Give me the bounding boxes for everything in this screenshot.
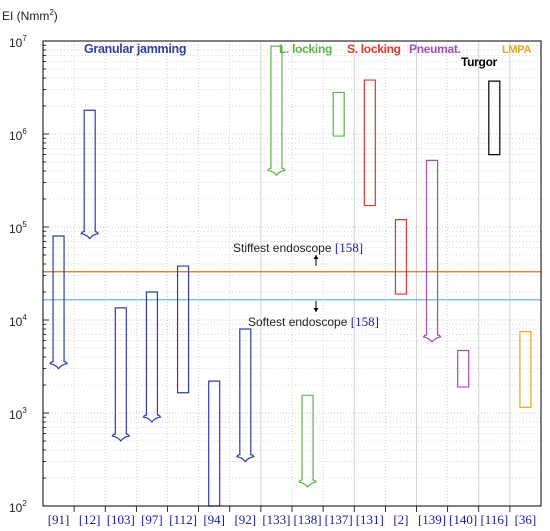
range-bar (363, 79, 376, 207)
range-bar (235, 328, 255, 463)
range-bar (267, 45, 286, 177)
group-label: Granular jamming (84, 42, 186, 56)
range-bar (80, 109, 100, 240)
x-tick-label: [94] (203, 512, 225, 527)
range-bar (142, 291, 162, 424)
grid (43, 41, 541, 507)
y-axis-label: EI (Nmm2) (2, 8, 58, 23)
range-bar (488, 80, 501, 156)
x-tick-label: [133] (262, 512, 290, 527)
reference-lines (43, 271, 541, 301)
x-tick-label: [91] (48, 512, 70, 527)
x-tick-label: [131] (356, 512, 384, 527)
x-tick-label: [2] (393, 512, 408, 527)
group-label: LMPA (502, 44, 532, 56)
range-bar (332, 91, 345, 137)
x-tick-label: [112] (169, 512, 197, 527)
range-bar (176, 265, 190, 394)
x-tick-label: [92] (234, 512, 256, 527)
reference-line-label: Stiffest endoscope [158] (233, 240, 363, 255)
range-bar (298, 394, 317, 489)
group-label: S. locking (347, 42, 401, 56)
range-bar (457, 349, 470, 388)
y-tick-label: 102 (9, 499, 27, 515)
x-tick-label: [140] (449, 512, 477, 527)
reference-line-label: Softest endoscope [158] (248, 314, 379, 329)
range-bar (422, 159, 442, 344)
x-tick-label: [137] (325, 512, 353, 527)
x-tick-label: [103] (107, 512, 135, 527)
range-bar (49, 235, 68, 370)
y-tick-label: 103 (9, 406, 27, 422)
range-bar (111, 307, 131, 442)
y-tick-label: 107 (9, 34, 27, 50)
x-tick-label: [12] (79, 512, 101, 527)
plot-frame (42, 40, 542, 507)
x-tick-label: [138] (293, 512, 321, 527)
range-bar (519, 331, 532, 408)
reference-arrow-head (313, 255, 319, 259)
x-tick-label: [36] (515, 512, 537, 527)
y-tick-label: 106 (9, 127, 27, 143)
x-tick-label: [116] (480, 512, 508, 527)
x-tick-label: [139] (418, 512, 446, 527)
reference-arrow-head (313, 308, 319, 312)
group-label: Turgor (461, 55, 498, 69)
range-bars (49, 45, 532, 507)
group-label: Pneumat. (409, 42, 461, 56)
x-tick-label: [97] (141, 512, 163, 527)
y-tick-label: 104 (9, 313, 27, 329)
range-bar (394, 219, 408, 295)
labels: 102 103 104 105 106 107 EI (Nmm2) [91] [12] [103]… (2, 8, 536, 527)
group-label: L. locking (279, 42, 332, 56)
y-tick-label: 105 (9, 220, 27, 236)
